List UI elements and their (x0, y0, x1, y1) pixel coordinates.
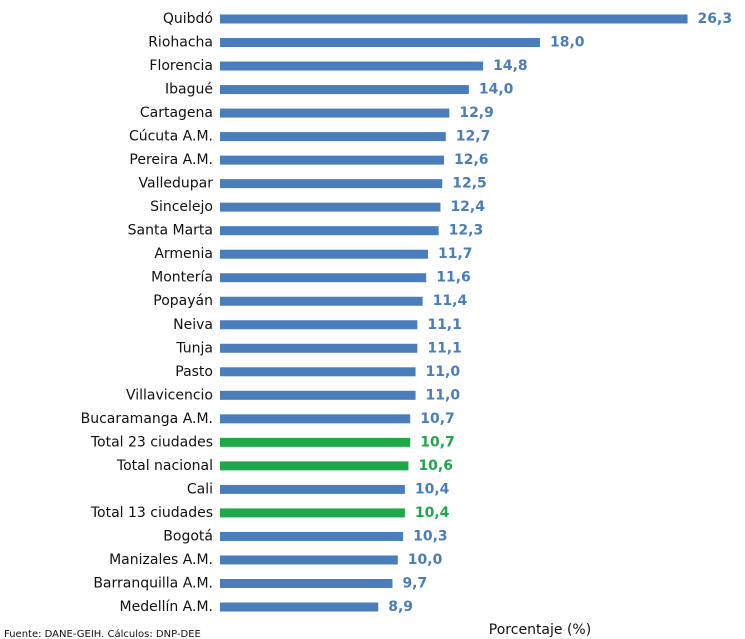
bar (220, 367, 416, 377)
bar (220, 414, 411, 424)
bar (220, 602, 379, 612)
value-label: 10,7 (420, 434, 455, 450)
x-axis-label: Porcentaje (%) (489, 622, 591, 638)
value-label: 18,0 (550, 35, 585, 51)
bar (220, 555, 398, 565)
value-label: 12,9 (459, 105, 494, 121)
source-note: Fuente: DANE-GEIH. Cálculos: DNP-DEE (4, 628, 201, 639)
y-tick-label: Pasto (175, 364, 213, 380)
y-tick-label: Villavicencio (126, 387, 213, 403)
y-tick-label: Quibdó (163, 11, 213, 27)
value-label: 10,6 (418, 458, 453, 474)
y-tick-label: Montería (151, 270, 213, 286)
value-label: 10,0 (408, 552, 443, 568)
bar (220, 132, 446, 142)
value-label: 8,9 (388, 599, 413, 615)
bar (220, 484, 405, 494)
value-label: 11,7 (438, 246, 473, 262)
value-label: 11,0 (426, 364, 461, 380)
y-tick-label: Bogotá (163, 528, 213, 544)
y-tick-label: Riohacha (148, 35, 213, 51)
y-tick-label: Barranquilla A.M. (93, 575, 213, 591)
value-label: 12,4 (450, 199, 485, 215)
bar (220, 437, 411, 447)
bar (220, 531, 404, 541)
bar (220, 202, 441, 212)
bar (220, 320, 418, 330)
y-tick-label: Pereira A.M. (129, 152, 213, 168)
y-tick-label: Cúcuta A.M. (129, 129, 213, 145)
y-tick-label: Tunja (175, 340, 213, 356)
value-label: 12,6 (454, 152, 489, 168)
y-tick-label: Florencia (149, 58, 213, 74)
bar (220, 38, 540, 48)
y-tick-label: Bucaramanga A.M. (81, 411, 213, 427)
value-label: 10,7 (420, 411, 455, 427)
value-label: 14,8 (493, 58, 528, 74)
y-tick-label: Sincelejo (150, 199, 213, 215)
y-tick-label: Santa Marta (128, 223, 213, 239)
value-label: 12,7 (456, 129, 491, 145)
y-tick-label: Total 13 ciudades (90, 505, 213, 521)
bar (220, 61, 484, 71)
value-label: 12,3 (449, 223, 484, 239)
bar (220, 273, 427, 283)
bar (220, 155, 444, 165)
value-label: 9,7 (402, 575, 427, 591)
value-label: 10,4 (415, 481, 450, 497)
bar (220, 179, 443, 189)
bar (220, 14, 688, 24)
y-tick-label: Neiva (173, 317, 213, 333)
y-tick-label: Cartagena (140, 105, 213, 121)
value-label: 10,3 (413, 528, 448, 544)
y-tick-label: Total nacional (116, 458, 213, 474)
y-tick-label: Valledupar (139, 176, 214, 192)
bar (220, 296, 423, 306)
bar (220, 249, 428, 259)
value-label: 26,3 (698, 11, 733, 27)
value-label: 11,1 (427, 317, 462, 333)
bar (220, 343, 418, 353)
value-label: 11,6 (436, 270, 471, 286)
value-label: 10,4 (415, 505, 450, 521)
y-tick-label: Medellín A.M. (120, 599, 214, 615)
bar (220, 108, 450, 118)
y-tick-label: Ibagué (165, 82, 213, 98)
bar (220, 390, 416, 400)
value-label: 11,4 (433, 293, 468, 309)
y-tick-label: Manizales A.M. (109, 552, 213, 568)
y-tick-label: Cali (187, 481, 213, 497)
value-label: 14,0 (479, 82, 514, 98)
bar (220, 85, 469, 95)
bar (220, 508, 405, 518)
bar (220, 226, 439, 236)
value-label: 12,5 (452, 176, 487, 192)
y-tick-label: Popayán (153, 293, 213, 309)
y-tick-label: Armenia (154, 246, 213, 262)
value-label: 11,0 (426, 387, 461, 403)
bar (220, 578, 393, 588)
bar (220, 461, 409, 471)
value-label: 11,1 (427, 340, 462, 356)
y-tick-label: Total 23 ciudades (90, 434, 213, 450)
